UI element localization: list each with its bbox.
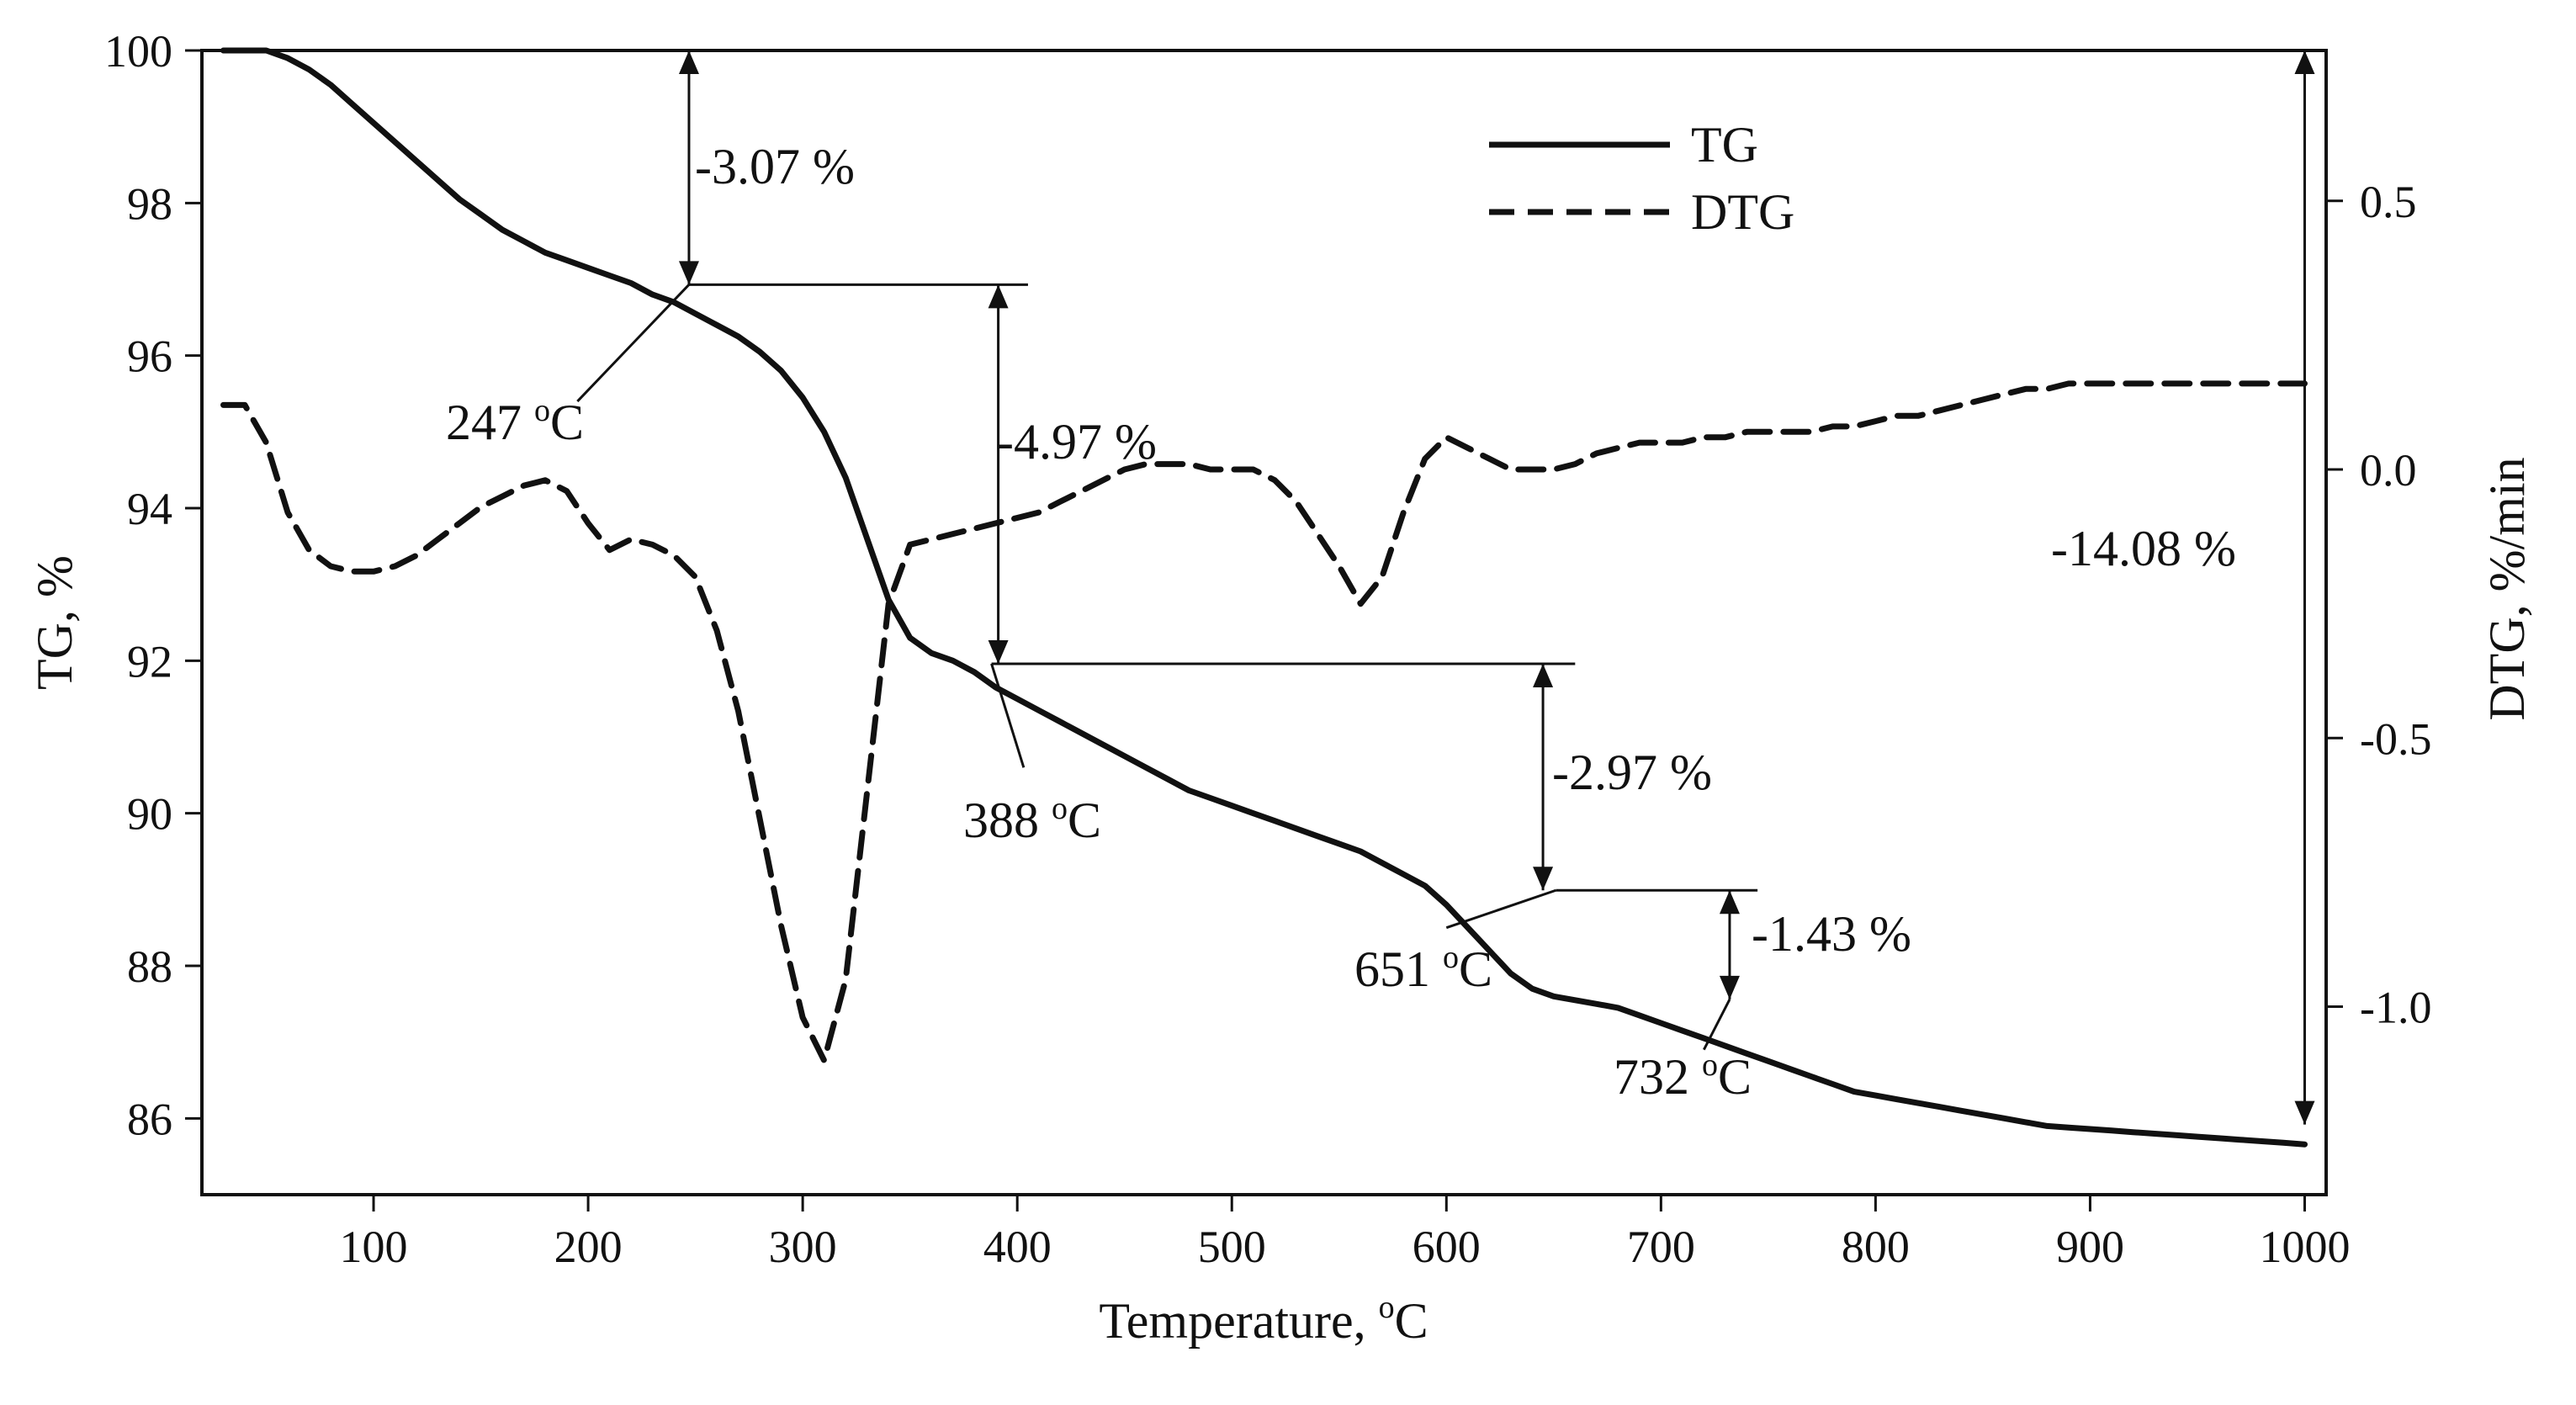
legend-tg-label: TG: [1691, 117, 1758, 172]
annotation-layer: [576, 50, 2315, 1125]
legend-dtg-label: DTG: [1691, 184, 1794, 240]
y-tick-label: 86: [127, 1094, 172, 1144]
step3-leader: [1445, 888, 1556, 930]
x-tick-label: 600: [1413, 1222, 1481, 1272]
x-tick-label: 1000: [2259, 1222, 2350, 1272]
temp-label-651: 651 oC: [1354, 940, 1492, 997]
y-tick-label: 96: [127, 331, 172, 382]
y2-tick-label: 0.0: [2360, 445, 2417, 496]
y-tick-label: 90: [127, 789, 172, 840]
step4-arrow-head-top: [1719, 890, 1740, 915]
step1-arrow-head-top: [678, 50, 699, 74]
step3-arrow-head-top: [1533, 663, 1554, 687]
x-tick-label: 900: [2056, 1222, 2124, 1272]
x-tick-label: 500: [1198, 1222, 1266, 1272]
total-arrow-head-bottom: [2294, 1100, 2315, 1125]
x-tick-label: 300: [769, 1222, 837, 1272]
y-tick-label: 94: [127, 484, 172, 534]
ticks-layer: 100 200 300 400 500 600 700 800 900 1000 86 88 90 92 9…: [104, 26, 2431, 1272]
y2-axis-label: DTG, %/min: [2479, 457, 2535, 720]
step2-leader: [990, 663, 1026, 768]
tg-series-line: [220, 47, 2308, 1148]
temp-label-732: 732 oC: [1614, 1047, 1752, 1105]
y-tick-label: 92: [127, 636, 172, 687]
y-tick-label: 100: [104, 26, 172, 77]
series-layer: [220, 47, 2308, 1148]
y2-tick-label: 0.5: [2360, 177, 2417, 227]
step4-leader: [1703, 999, 1731, 1051]
step1-leader: [576, 284, 691, 403]
x-tick-label: 400: [983, 1222, 1052, 1272]
total-arrow-head-top: [2294, 50, 2315, 74]
loss-label-3: -2.97 %: [1552, 745, 1712, 800]
y-tick-label: 98: [127, 178, 172, 229]
temp-label-247: 247 oC: [446, 393, 584, 450]
y2-tick-label: -0.5: [2360, 713, 2431, 764]
step2-arrow-head-bottom: [988, 639, 1009, 664]
temp-label-388: 388 oC: [963, 791, 1101, 848]
y2-tick-label: -1.0: [2360, 983, 2431, 1033]
x-tick-label: 100: [340, 1222, 408, 1272]
plot-frame: [200, 49, 2328, 1196]
loss-label-1: -3.07 %: [695, 139, 855, 194]
loss-label-4: -1.43 %: [1752, 906, 1911, 962]
y-axis-label: TG, %: [27, 555, 82, 690]
x-tick-label: 800: [1842, 1222, 1910, 1272]
step2-arrow-head-top: [988, 284, 1009, 309]
loss-label-total: -14.08 %: [2051, 521, 2236, 576]
x-axis-label: Temperature, oC: [1099, 1290, 1428, 1349]
dtg-series-line: [220, 380, 2308, 1063]
step4-arrow-head-bottom: [1719, 975, 1740, 999]
y-tick-label: 88: [127, 941, 172, 992]
legend: TG DTG: [1489, 117, 1794, 240]
step3-arrow-head-bottom: [1533, 867, 1554, 891]
step1-arrow-head-bottom: [678, 261, 699, 285]
x-tick-label: 200: [554, 1222, 623, 1272]
loss-label-2: -4.97 %: [997, 414, 1157, 469]
x-tick-label: 700: [1627, 1222, 1695, 1272]
